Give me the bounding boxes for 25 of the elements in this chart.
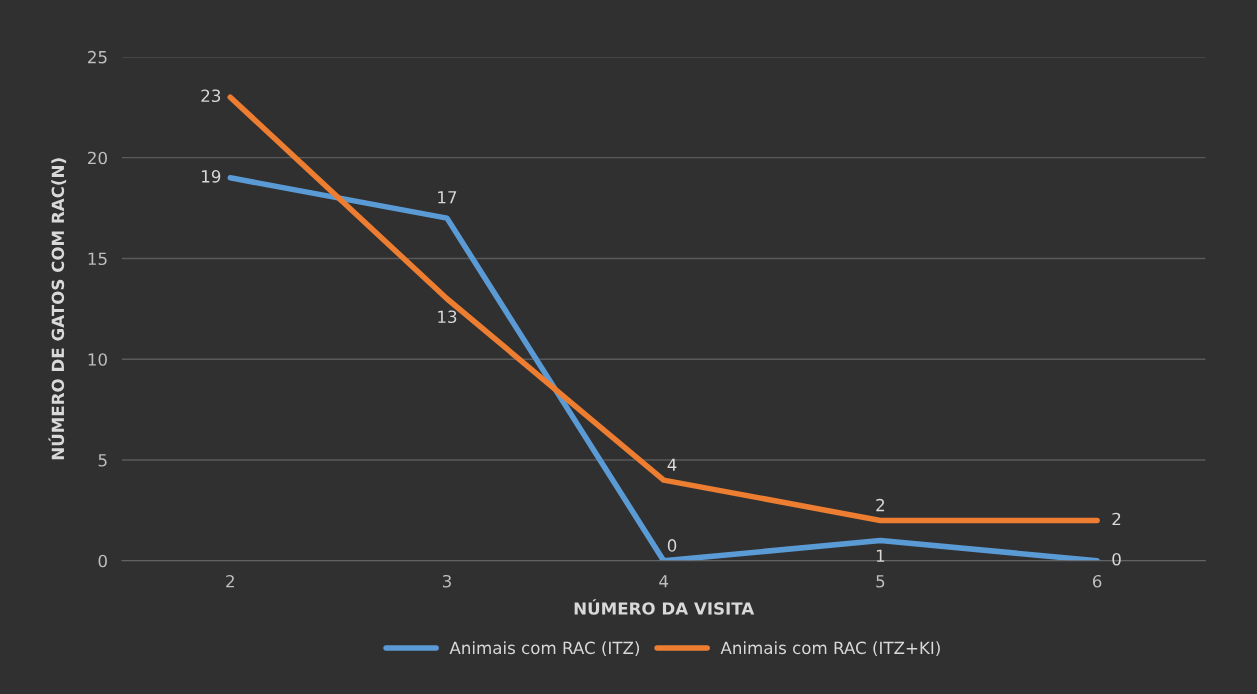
y-tick-label: 25	[88, 50, 107, 64]
x-axis-title: NÚMERO DA VISITA	[574, 599, 755, 615]
y-tick-label: 10	[88, 353, 107, 366]
data-label: 4	[667, 458, 677, 471]
x-tick-label: 2	[226, 574, 234, 588]
data-label: 19	[202, 170, 221, 183]
data-label: 2	[876, 498, 885, 512]
legend-label: Animais com RAC (ITZ+KI)	[720, 641, 940, 657]
data-label: 23	[201, 89, 221, 103]
x-tick-label: 3	[442, 574, 451, 588]
y-axis-title: NÚMERO DE GATOS COM RAC(N)	[48, 158, 67, 460]
x-tick-label: 6	[1092, 574, 1102, 588]
data-label: 17	[438, 191, 457, 204]
data-label: 1	[876, 549, 885, 562]
data-label: 0	[667, 539, 677, 552]
data-label: 0	[1112, 552, 1121, 566]
y-tick-label: 5	[98, 454, 107, 467]
data-label: 2	[1112, 512, 1121, 526]
x-tick-label: 4	[659, 575, 669, 588]
y-tick-label: 20	[88, 151, 107, 165]
y-tick-label: 0	[98, 554, 107, 568]
legend-label: Animais com RAC (ITZ)	[449, 641, 640, 657]
data-label: 13	[438, 310, 457, 324]
x-tick-label: 5	[876, 575, 885, 588]
y-tick-label: 15	[88, 252, 107, 266]
